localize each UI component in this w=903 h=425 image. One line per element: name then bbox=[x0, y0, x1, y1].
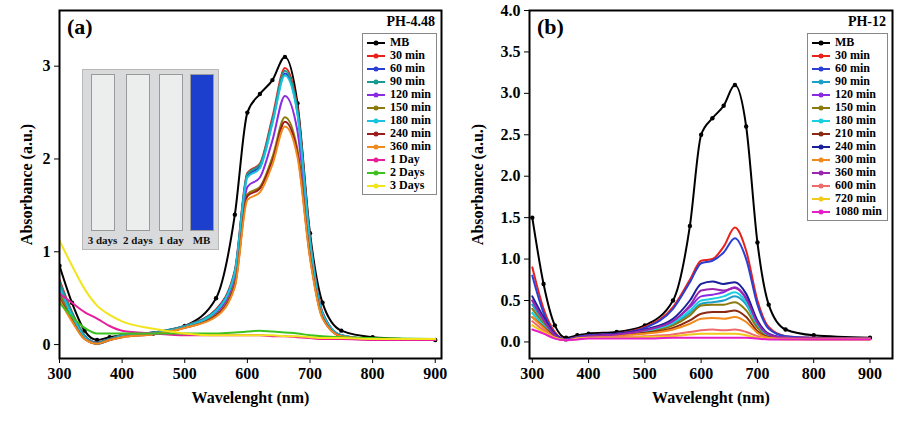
svg-text:1.0: 1.0 bbox=[501, 250, 521, 267]
svg-text:2.0: 2.0 bbox=[501, 167, 521, 184]
svg-text:3: 3 bbox=[43, 57, 51, 74]
svg-text:500: 500 bbox=[633, 365, 657, 382]
svg-text:4.0: 4.0 bbox=[501, 2, 521, 19]
svg-text:400: 400 bbox=[110, 365, 134, 382]
svg-text:0: 0 bbox=[43, 336, 51, 353]
svg-text:900: 900 bbox=[858, 365, 882, 382]
html-text:(b): (b) bbox=[537, 14, 564, 39]
html-text:3 days: 3 days bbox=[87, 234, 118, 247]
svg-text:600: 600 bbox=[689, 365, 713, 382]
svg-text:600: 600 bbox=[235, 365, 259, 382]
html-text:720 min: 720 min bbox=[835, 191, 876, 205]
html-text:60 min: 60 min bbox=[390, 61, 425, 75]
html-text:PH-12: PH-12 bbox=[847, 14, 886, 29]
html-text:2 Days: 2 Days bbox=[390, 165, 425, 179]
svg-text:1.5: 1.5 bbox=[501, 209, 521, 226]
svg-text:3.0: 3.0 bbox=[501, 84, 521, 101]
svg-text:Absorbance (a.u.): Absorbance (a.u.) bbox=[469, 124, 487, 245]
svg-text:300: 300 bbox=[520, 365, 544, 382]
html-text:30 min: 30 min bbox=[390, 48, 425, 62]
svg-text:3.5: 3.5 bbox=[501, 43, 521, 60]
html-text:360 min: 360 min bbox=[390, 139, 431, 153]
svg-text:800: 800 bbox=[802, 365, 826, 382]
html-text:600 min: 600 min bbox=[835, 178, 876, 192]
html-text:MB: MB bbox=[835, 35, 855, 49]
html-text:3 Days: 3 Days bbox=[390, 178, 425, 192]
html-text:30 min: 30 min bbox=[835, 48, 870, 62]
svg-text:900: 900 bbox=[423, 365, 447, 382]
html-text:2 days: 2 days bbox=[123, 234, 153, 247]
html-text:180 min: 180 min bbox=[390, 113, 431, 127]
html-text:210 min: 210 min bbox=[835, 126, 876, 140]
svg-text:700: 700 bbox=[745, 365, 769, 382]
html-text:360 min: 360 min bbox=[835, 165, 876, 179]
html-text:150 min: 150 min bbox=[835, 100, 876, 114]
svg-text:2.5: 2.5 bbox=[501, 126, 521, 143]
svg-text:Absorbance (a.u.): Absorbance (a.u.) bbox=[18, 124, 36, 245]
svg-text:0.5: 0.5 bbox=[501, 292, 521, 309]
svg-text:500: 500 bbox=[173, 365, 197, 382]
svg-text:Wavelenght (nm): Wavelenght (nm) bbox=[192, 389, 310, 407]
svg-text:300: 300 bbox=[48, 365, 72, 382]
html-text:1 day: 1 day bbox=[158, 234, 184, 247]
html-text:1 Day: 1 Day bbox=[390, 152, 420, 166]
html-text:240 min: 240 min bbox=[835, 139, 876, 153]
svg-text:800: 800 bbox=[361, 365, 385, 382]
html-text:180 min: 180 min bbox=[835, 113, 876, 127]
html-text:(a): (a) bbox=[67, 14, 93, 39]
svg-text:1: 1 bbox=[43, 243, 51, 260]
svg-text:2: 2 bbox=[43, 150, 51, 167]
html-text:120 min: 120 min bbox=[835, 87, 876, 101]
html-text:90 min: 90 min bbox=[390, 74, 425, 88]
svg-text:400: 400 bbox=[577, 365, 601, 382]
html-text:300 min: 300 min bbox=[835, 152, 876, 166]
svg-text:700: 700 bbox=[298, 365, 322, 382]
html-text:PH-4.48: PH-4.48 bbox=[386, 14, 435, 29]
html-text:90 min: 90 min bbox=[835, 74, 870, 88]
html-text:1080 min: 1080 min bbox=[835, 204, 882, 218]
html-text:60 min: 60 min bbox=[835, 61, 870, 75]
svg-text:0.0: 0.0 bbox=[501, 333, 521, 350]
svg-text:Wavelenght (nm): Wavelenght (nm) bbox=[652, 389, 770, 407]
html-text:MB: MB bbox=[390, 35, 410, 49]
html-text:MB: MB bbox=[192, 234, 211, 247]
html-text:240 min: 240 min bbox=[390, 126, 431, 140]
html-text:150 min: 150 min bbox=[390, 100, 431, 114]
html-text:120 min: 120 min bbox=[390, 87, 431, 101]
